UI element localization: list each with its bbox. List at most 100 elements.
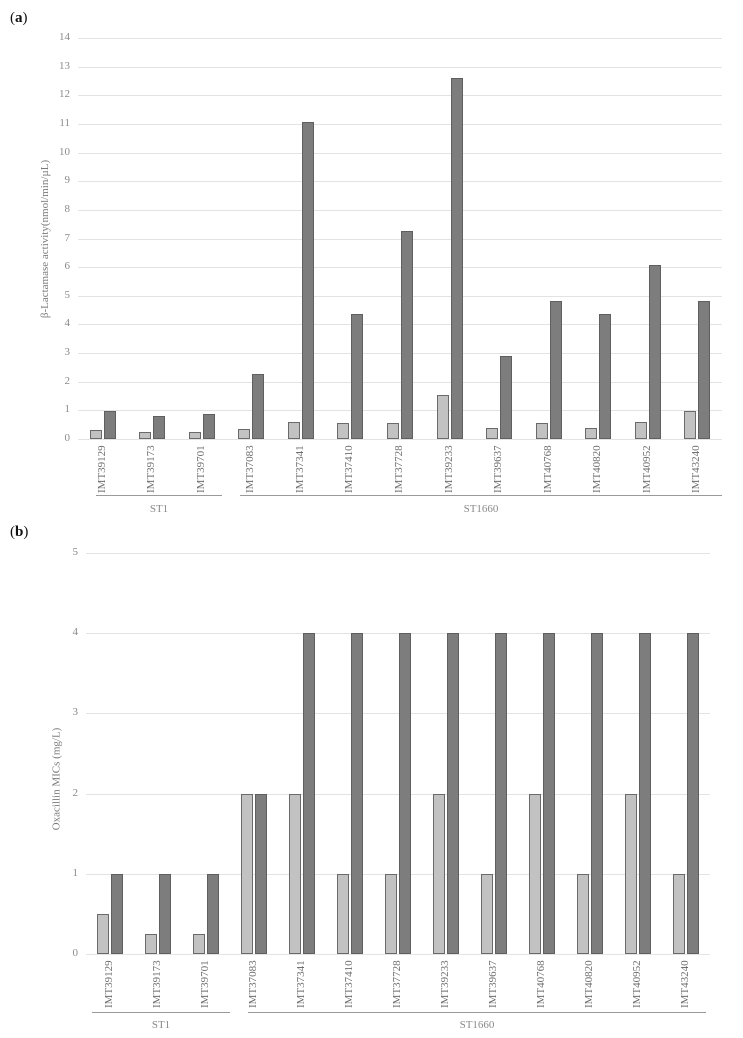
- bar-series-dark: [599, 314, 611, 439]
- bar-series-dark: [451, 78, 463, 439]
- gridline: [78, 210, 722, 211]
- group-line: [92, 1012, 230, 1013]
- group-line: [248, 1012, 706, 1013]
- y-tick-label: 4: [64, 317, 71, 329]
- group-label: ST1660: [459, 1019, 495, 1031]
- gridline: [78, 296, 722, 297]
- bar-series-dark: [207, 874, 219, 954]
- bar-series-light: [673, 874, 685, 954]
- x-tick-label: IMT40768: [535, 960, 547, 1008]
- bar-series-light: [288, 422, 300, 439]
- bar-series-light: [433, 794, 445, 954]
- bar-series-dark: [303, 633, 315, 954]
- y-tick-label: 0: [64, 432, 71, 444]
- y-tick-label: 11: [59, 117, 70, 129]
- gridline: [78, 410, 722, 411]
- bar-series-dark: [500, 356, 512, 439]
- x-tick-label: IMT39129: [103, 960, 115, 1008]
- group-label: ST1: [149, 503, 169, 515]
- group-label: ST1660: [463, 503, 499, 515]
- y-tick-label: 14: [59, 31, 70, 43]
- gridline: [78, 382, 722, 383]
- bar-series-dark: [153, 416, 165, 439]
- bar-series-dark: [591, 633, 603, 954]
- y-tick-label: 5: [72, 546, 79, 558]
- x-tick-label: IMT40820: [583, 960, 595, 1008]
- y-tick-label: 0: [72, 947, 79, 959]
- group-line: [96, 495, 222, 496]
- y-tick-label: 3: [64, 346, 71, 358]
- bar-series-dark: [252, 374, 264, 439]
- gridline: [78, 439, 722, 440]
- x-tick-label: IMT37341: [295, 960, 307, 1008]
- bar-series-dark: [698, 301, 710, 439]
- bar-series-light: [437, 395, 449, 439]
- bar-series-dark: [649, 265, 661, 439]
- group-line: [240, 495, 722, 496]
- bar-series-light: [337, 874, 349, 954]
- panel-label-a: (a): [10, 10, 28, 26]
- bar-series-light: [289, 794, 301, 954]
- group-label: ST1: [151, 1019, 171, 1031]
- bar-series-light: [387, 423, 399, 439]
- bar-series-light: [585, 428, 597, 439]
- y-tick-label: 6: [64, 260, 71, 272]
- y-tick-label: 3: [72, 706, 79, 718]
- bar-series-light: [536, 423, 548, 439]
- bar-series-dark: [550, 301, 562, 439]
- bar-series-dark: [447, 633, 459, 954]
- gridline: [78, 95, 722, 96]
- y-axis-label: Oxacillin MICs (mg/L): [49, 727, 62, 831]
- bar-series-dark: [255, 794, 267, 954]
- chart-a: 0 1 2 3 4 5 6 7 8 9 10 11 12 13 14 β-Lactamase activity…: [39, 31, 722, 515]
- bar-series-dark: [104, 411, 116, 439]
- bar-series-dark: [111, 874, 123, 954]
- panel-label-b: (b): [10, 524, 29, 540]
- bar-series-light: [238, 429, 250, 439]
- bar-series-dark: [495, 633, 507, 954]
- y-tick-label: 1: [72, 867, 79, 879]
- x-tick-label: IMT39233: [439, 960, 451, 1008]
- y-tick-label: 8: [64, 203, 71, 215]
- bar-series-light: [139, 432, 151, 439]
- bar-series-light: [97, 914, 109, 954]
- gridline: [78, 153, 722, 154]
- bar-series-light: [241, 794, 253, 954]
- gridline: [78, 324, 722, 325]
- y-tick-label: 2: [64, 375, 71, 387]
- bar-series-light: [529, 794, 541, 954]
- bar-series-light: [577, 874, 589, 954]
- y-tick-label: 7: [64, 232, 71, 244]
- bar-series-dark: [401, 231, 413, 439]
- gridline: [78, 353, 722, 354]
- bar-series-dark: [203, 414, 215, 439]
- y-tick-label: 2: [72, 787, 79, 799]
- x-tick-label: IMT37728: [391, 960, 403, 1008]
- y-tick-label: 1: [64, 403, 71, 415]
- gridline: [78, 267, 722, 268]
- x-tick-label: IMT37410: [343, 960, 355, 1008]
- bar-series-dark: [159, 874, 171, 954]
- gridline: [86, 794, 710, 795]
- bar-series-light: [486, 428, 498, 439]
- gridline: [78, 181, 722, 182]
- gridline: [86, 713, 710, 714]
- bar-series-light: [90, 430, 102, 439]
- gridline: [86, 874, 710, 875]
- bar-series-dark: [399, 633, 411, 954]
- bar-series-light: [625, 794, 637, 954]
- x-tick-label: IMT40952: [631, 960, 643, 1008]
- x-tick-label: IMT39173: [151, 960, 163, 1008]
- bar-series-light: [481, 874, 493, 954]
- bar-series-dark: [351, 314, 363, 439]
- gridline: [78, 67, 722, 68]
- bar-series-dark: [639, 633, 651, 954]
- gridline: [86, 633, 710, 634]
- gridline: [86, 553, 710, 554]
- bar-series-dark: [302, 122, 314, 439]
- x-tick-label: IMT39637: [487, 960, 499, 1008]
- y-tick-label: 10: [59, 146, 70, 158]
- bar-series-light: [189, 432, 201, 439]
- bar-series-light: [337, 423, 349, 439]
- x-tick-label: IMT39701: [199, 960, 211, 1008]
